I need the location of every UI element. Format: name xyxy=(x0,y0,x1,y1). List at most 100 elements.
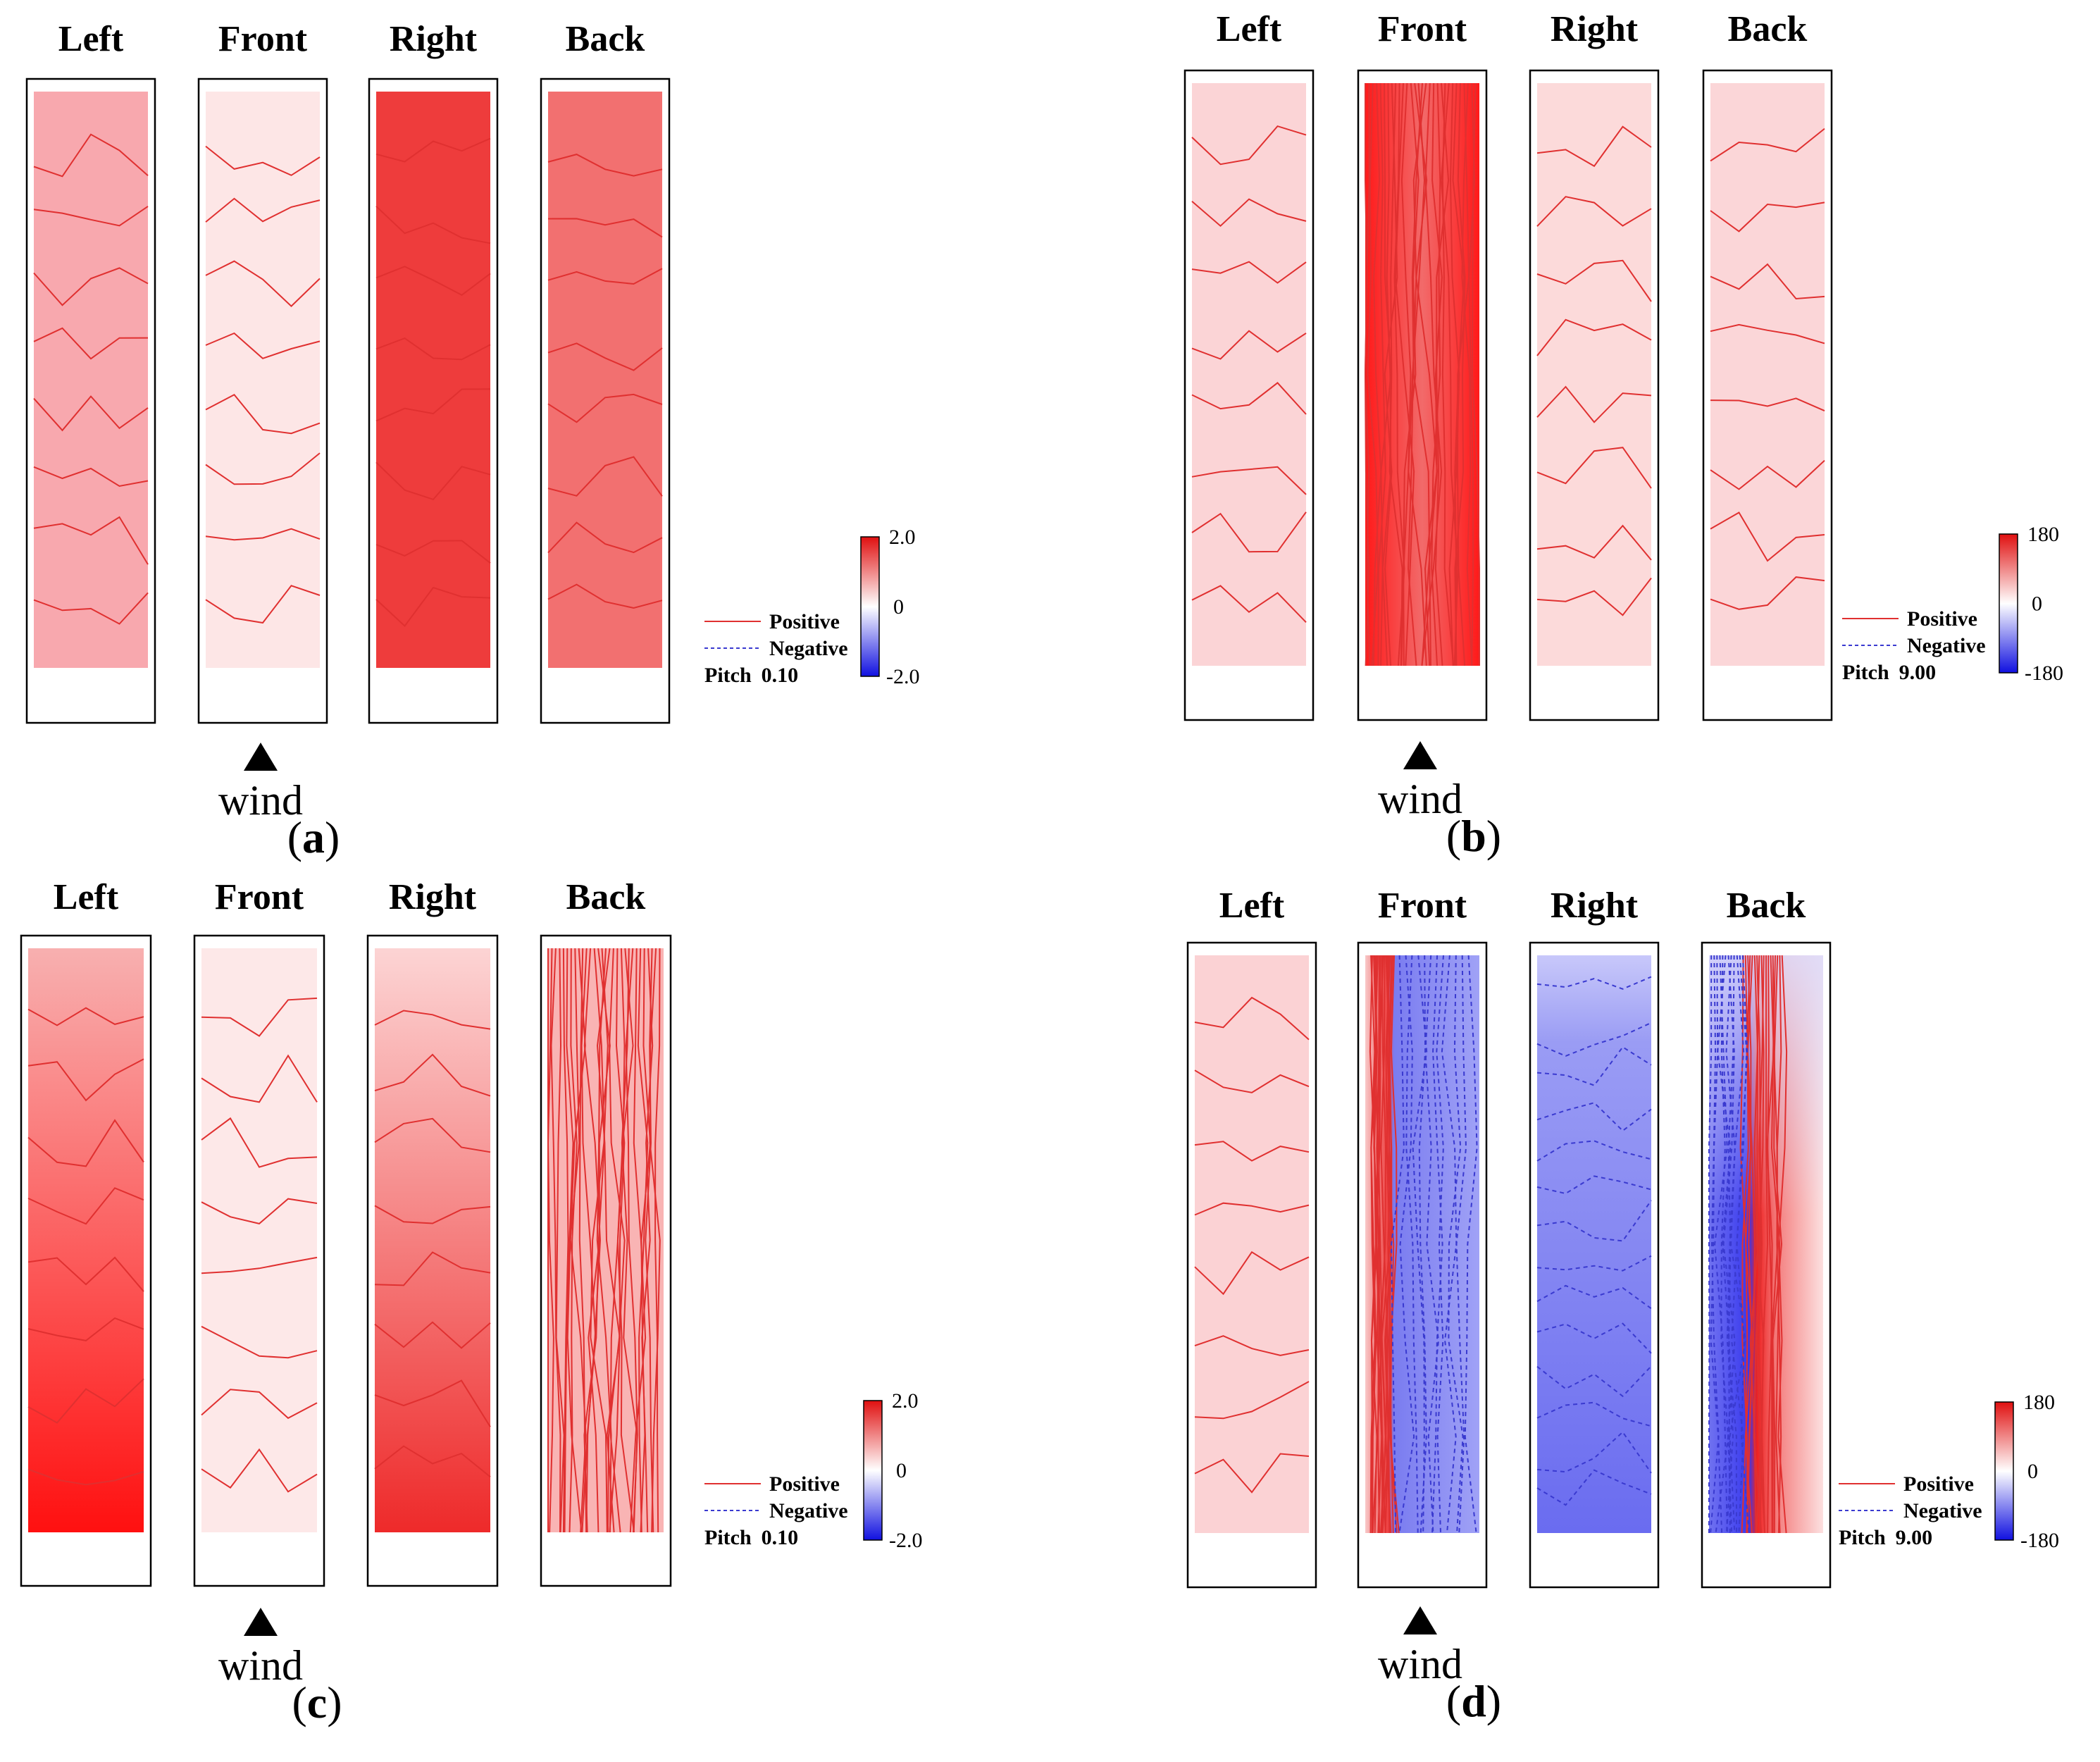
wind-label: wind xyxy=(1378,1641,1462,1687)
contour-line xyxy=(1772,955,1783,1534)
contour-line-negative xyxy=(1424,955,1440,1534)
contour-line xyxy=(1191,466,1307,495)
contour-line-negative xyxy=(1714,955,1728,1534)
caption-close: ) xyxy=(325,812,340,862)
wind-indicator: wind xyxy=(218,743,303,824)
caption-letter: a xyxy=(302,812,325,862)
contour-fill xyxy=(1537,955,1651,1533)
caption-text: (a) xyxy=(287,812,340,862)
scale-max-label: 180 xyxy=(2023,1391,2055,1414)
contour-line xyxy=(205,528,321,541)
contour-line xyxy=(33,466,149,488)
contour-line xyxy=(375,388,491,422)
contour-line xyxy=(1756,955,1766,1534)
contour-line xyxy=(547,456,663,497)
contour-line xyxy=(1471,82,1480,666)
color-scale: 2.0 0 -2.0 xyxy=(860,526,920,688)
wind-arrow-icon xyxy=(244,743,278,771)
contour-line xyxy=(1710,201,1825,232)
contour-line xyxy=(201,1117,318,1168)
contour-line xyxy=(1536,1284,1652,1310)
contour-line-negative xyxy=(1390,955,1405,1534)
caption-close: ) xyxy=(327,1677,342,1727)
face-label: Right xyxy=(1551,886,1639,926)
contour-line xyxy=(205,585,321,624)
contour-line xyxy=(649,948,661,1533)
face-label: Back xyxy=(566,19,645,59)
legend-negative-label: Negative xyxy=(1907,634,1986,657)
contour-line xyxy=(1536,385,1652,423)
face-label: Back xyxy=(566,877,646,917)
contour-line-negative xyxy=(1464,955,1478,1534)
contour-line xyxy=(27,1468,144,1486)
legend: Positive Negative Pitch 0.10 xyxy=(704,610,848,687)
face-label: Left xyxy=(54,877,119,917)
contour-line-negative xyxy=(1448,955,1464,1534)
contour-line xyxy=(374,1117,491,1153)
contour-line xyxy=(27,1058,144,1102)
contour-line xyxy=(1770,955,1781,1534)
contour-line xyxy=(27,1256,144,1292)
contour-line xyxy=(375,586,491,627)
contour-fill xyxy=(375,948,490,1532)
contour-line-negative xyxy=(1717,955,1734,1534)
legend-positive-label: Positive xyxy=(1907,607,1977,631)
legend: Positive Negative Pitch 9.00 xyxy=(1839,1472,1982,1549)
contour-line xyxy=(1536,1322,1652,1354)
caption-open: ( xyxy=(287,812,302,862)
contour-line xyxy=(27,1119,144,1167)
pitch-label: Pitch xyxy=(1839,1526,1886,1549)
contour-line xyxy=(1710,511,1825,562)
contour-fill xyxy=(376,92,490,668)
legend-pitch: Pitch 0.10 xyxy=(704,1526,798,1549)
contour-line xyxy=(201,1325,318,1359)
contour-line xyxy=(375,540,491,564)
contour-line xyxy=(1710,576,1825,610)
contour-line xyxy=(1191,125,1307,166)
contour-line xyxy=(375,337,491,361)
contour-fill xyxy=(201,948,317,1532)
contour-line xyxy=(1536,447,1652,489)
contour-line xyxy=(654,948,661,1533)
contour-line xyxy=(1710,397,1825,412)
face-front: Front xyxy=(197,19,328,724)
face-label: Front xyxy=(1378,9,1467,49)
pitch-label: Pitch xyxy=(1842,661,1889,684)
contour-line xyxy=(1364,82,1371,666)
contour-line xyxy=(1372,82,1382,666)
contour-line xyxy=(205,197,321,223)
contour-line xyxy=(1412,82,1439,666)
contour-line xyxy=(33,592,149,625)
caption-open: ( xyxy=(292,1677,306,1727)
caption-close: ) xyxy=(1486,811,1501,861)
face-right: Right xyxy=(1529,9,1660,721)
contour-line xyxy=(1377,82,1386,666)
face-label: Front xyxy=(218,19,308,59)
contour-line xyxy=(205,145,321,176)
contour-line-negative xyxy=(1405,955,1419,1534)
face-label: Front xyxy=(215,877,304,917)
pitch-value: 0.10 xyxy=(762,1526,799,1549)
contour-line xyxy=(1536,524,1652,561)
contour-line xyxy=(616,948,635,1533)
contour-fill xyxy=(34,92,148,668)
caption-letter: d xyxy=(1461,1676,1486,1726)
color-scale-bar xyxy=(1999,533,2018,674)
contour-line xyxy=(1381,82,1392,666)
contour-line xyxy=(1191,330,1307,360)
contour-line xyxy=(1536,1102,1652,1132)
caption-text: (d) xyxy=(1446,1676,1501,1726)
contour-line xyxy=(201,1389,318,1420)
face-right: Right xyxy=(368,19,499,724)
contour-line xyxy=(562,948,569,1533)
wind-indicator: wind xyxy=(1378,741,1462,822)
panel-c: Left Front Right Back wind(c) Positive Negativ… xyxy=(20,877,923,1727)
scale-min-label: -180 xyxy=(2020,1529,2059,1552)
contour-line-negative xyxy=(1729,955,1746,1534)
legend: Positive Negative Pitch 9.00 xyxy=(1842,607,1986,684)
wind-indicator: wind xyxy=(1378,1606,1462,1687)
contour-line xyxy=(33,327,149,360)
contour-line xyxy=(374,1321,491,1349)
contour-line xyxy=(27,1317,144,1341)
contour-line xyxy=(201,997,318,1037)
